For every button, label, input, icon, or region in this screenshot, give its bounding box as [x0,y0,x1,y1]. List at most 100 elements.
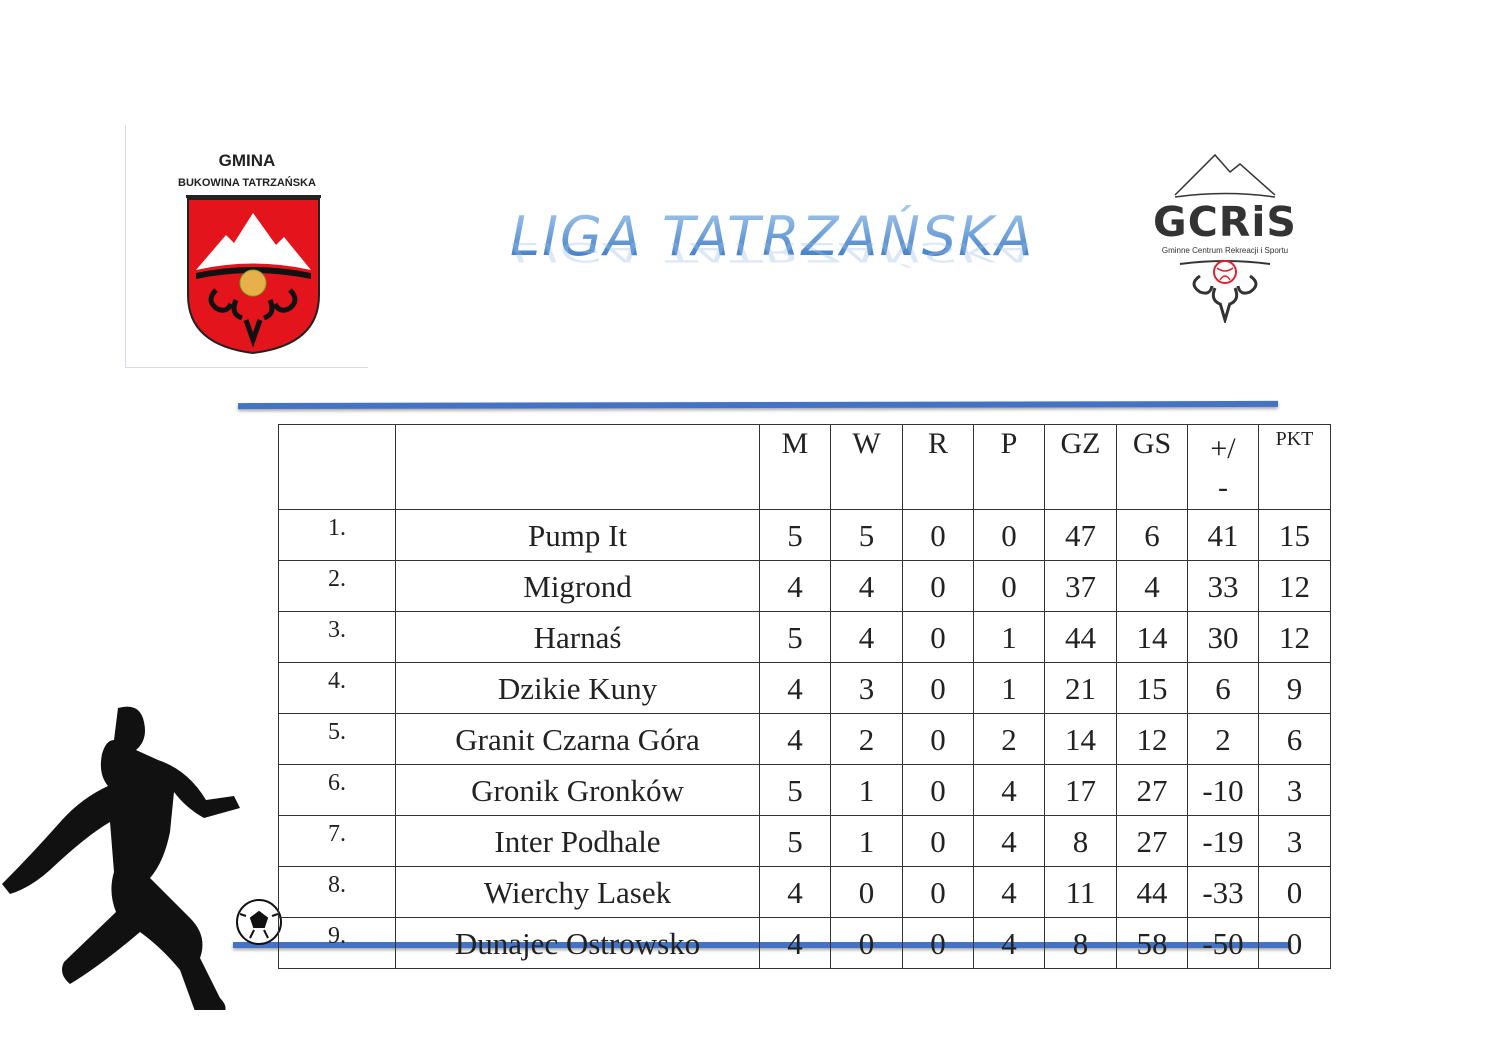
cell-gz: 47 [1044,509,1117,561]
table-header-row: M W R P GZ GS +/ - PKT [278,424,1331,510]
cell-pkt: 12 [1258,560,1331,612]
cell-team: Gronik Gronków [395,764,760,816]
table-row: 6. Gronik Gronków 5 1 0 4 17 27 -10 3 [278,764,1331,816]
header-team [395,424,760,510]
cell-p: 1 [973,611,1045,663]
cell-diff: 33 [1187,560,1259,612]
gcris-logo: GCRiS Gminne Centrum Rekreacji i Sportu [1140,150,1310,325]
table-row: 1. Pump It 5 5 0 0 47 6 41 15 [278,509,1331,561]
table-row: 5. Granit Czarna Góra 4 2 0 2 14 12 2 6 [278,713,1331,765]
cell-p: 4 [973,917,1045,969]
cell-gz: 8 [1044,917,1117,969]
cell-w: 4 [830,611,903,663]
cell-team: Harnaś [395,611,760,663]
cell-r: 0 [902,713,974,765]
cell-team: Granit Czarna Góra [395,713,760,765]
header-diff: +/ - [1187,424,1259,510]
cell-m: 4 [759,866,831,918]
cell-pos: 2. [278,560,396,612]
page-title-reflection: LIGA TATRZAŃSKA [510,236,1035,269]
cell-pkt: 9 [1258,662,1331,714]
table-row: 8. Wierchy Lasek 4 0 0 4 11 44 -33 0 [278,866,1331,918]
cell-w: 5 [830,509,903,561]
cell-m: 5 [759,764,831,816]
cell-m: 5 [759,509,831,561]
cell-r: 0 [902,611,974,663]
cell-w: 1 [830,764,903,816]
table-row: 4. Dzikie Kuny 4 3 0 1 21 15 6 9 [278,662,1331,714]
gmina-logo-line2: BUKOWINA TATRZAŃSKA [178,177,316,189]
cell-gs: 4 [1116,560,1188,612]
cell-w: 1 [830,815,903,867]
cell-team: Dunajec Ostrowsko [395,917,760,969]
cell-m: 5 [759,611,831,663]
cell-r: 0 [902,917,974,969]
cell-gs: 14 [1116,611,1188,663]
cell-w: 0 [830,866,903,918]
cell-pkt: 3 [1258,764,1331,816]
cell-pos: 8. [278,866,396,918]
cell-gs: 27 [1116,815,1188,867]
cell-diff: -19 [1187,815,1259,867]
cell-pos: 3. [278,611,396,663]
header-m: M [759,424,831,510]
gcris-subtitle: Gminne Centrum Rekreacji i Sportu [1161,246,1289,255]
cell-gs: 44 [1116,866,1188,918]
cell-r: 0 [902,866,974,918]
cell-gz: 14 [1044,713,1117,765]
cell-diff: -10 [1187,764,1259,816]
cell-m: 4 [759,560,831,612]
cell-w: 2 [830,713,903,765]
cell-pkt: 0 [1258,917,1331,969]
cell-r: 0 [902,509,974,561]
cell-diff: 2 [1187,713,1259,765]
cell-pos: 6. [278,764,396,816]
cell-w: 3 [830,662,903,714]
cell-gs: 12 [1116,713,1188,765]
header-w: W [830,424,903,510]
cell-gz: 8 [1044,815,1117,867]
cell-gs: 27 [1116,764,1188,816]
cell-m: 4 [759,662,831,714]
table-row: 3. Harnaś 5 4 0 1 44 14 30 12 [278,611,1331,663]
cell-m: 4 [759,917,831,969]
cell-m: 4 [759,713,831,765]
cell-p: 0 [973,560,1045,612]
header-p: P [973,424,1045,510]
cell-pkt: 6 [1258,713,1331,765]
cell-gs: 58 [1116,917,1188,969]
page-title: LIGA TATRZAŃSKA [510,205,1035,268]
header-pos [278,424,396,510]
cell-w: 4 [830,560,903,612]
cell-gz: 44 [1044,611,1117,663]
cell-team: Dzikie Kuny [395,662,760,714]
league-table: M W R P GZ GS +/ - PKT 1. Pump It 5 5 0 0 47 6 4… [278,424,1331,969]
mountain-icon [1174,153,1276,198]
table-row: 2. Migrond 4 4 0 0 37 4 33 12 [278,560,1331,612]
cell-pos: 9. [278,917,396,969]
cell-diff: -33 [1187,866,1259,918]
header-r: R [902,424,974,510]
cell-team: Inter Podhale [395,815,760,867]
cell-pkt: 12 [1258,611,1331,663]
cell-gz: 37 [1044,560,1117,612]
cell-m: 5 [759,815,831,867]
cell-p: 2 [973,713,1045,765]
cell-pos: 4. [278,662,396,714]
gcris-name: GCRiS [1153,198,1297,246]
cell-r: 0 [902,815,974,867]
cell-pos: 7. [278,815,396,867]
cell-diff: 41 [1187,509,1259,561]
cell-team: Wierchy Lasek [395,866,760,918]
table-row: 9. Dunajec Ostrowsko 4 0 0 4 8 58 -50 0 [278,917,1331,969]
cell-pkt: 0 [1258,866,1331,918]
cell-p: 4 [973,815,1045,867]
coat-of-arms-icon [186,195,321,355]
cell-diff: -50 [1187,917,1259,969]
cell-gz: 11 [1044,866,1117,918]
cell-pos: 1. [278,509,396,561]
ornament-ball-icon [1179,260,1271,323]
cell-gs: 15 [1116,662,1188,714]
header-gs: GS [1116,424,1188,510]
cell-w: 0 [830,917,903,969]
